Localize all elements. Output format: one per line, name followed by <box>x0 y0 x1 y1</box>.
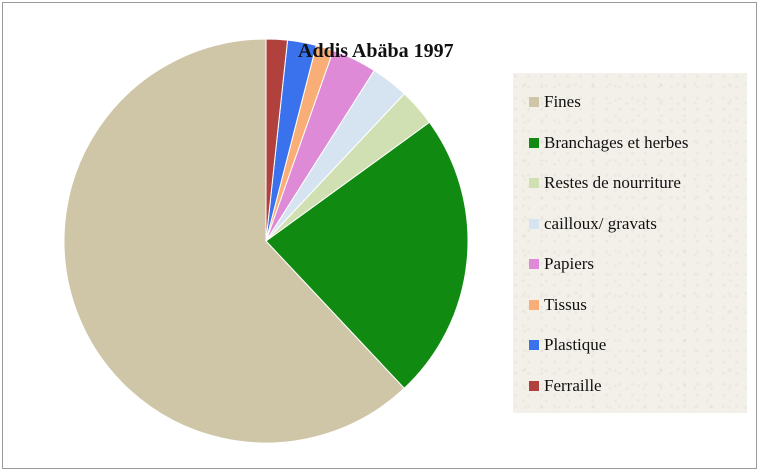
legend-swatch <box>529 340 539 350</box>
legend-label: Ferraille <box>544 375 602 395</box>
legend-swatch <box>529 218 539 229</box>
legend-item: Tissus <box>529 293 587 317</box>
legend-label: Restes de nourriture <box>544 173 681 192</box>
chart-title: Addis Abäba 1997 <box>298 40 454 62</box>
legend-item: cailloux/ gravats <box>529 212 657 236</box>
chart-legend: Fines Branchages et herbes Restes de nourr… <box>513 73 747 413</box>
legend-swatch <box>529 299 539 310</box>
legend-item: Branchages et herbes <box>529 131 688 155</box>
legend-swatch <box>529 380 539 391</box>
legend-swatch <box>529 178 539 188</box>
pie-slice-7 <box>265 38 289 242</box>
legend-label: Tissus <box>544 294 587 314</box>
legend-label: Papiers <box>544 254 595 273</box>
pie-slice-1 <box>265 121 469 389</box>
legend-item: Ferraille <box>529 374 602 398</box>
legend-label: Plastique <box>544 335 607 354</box>
legend-swatch <box>529 259 539 269</box>
legend-swatch <box>529 97 539 107</box>
legend-swatch <box>529 137 539 148</box>
legend-item: Plastique <box>529 333 606 357</box>
legend-item: Papiers <box>529 252 594 276</box>
legend-item: Fines <box>529 90 581 114</box>
legend-label: cailloux/ gravats <box>544 213 657 233</box>
legend-item: Restes de nourriture <box>529 171 681 195</box>
pie-slice-0 <box>63 38 405 444</box>
legend-label: Branchages et herbes <box>544 132 689 152</box>
legend-label: Fines <box>544 92 581 111</box>
